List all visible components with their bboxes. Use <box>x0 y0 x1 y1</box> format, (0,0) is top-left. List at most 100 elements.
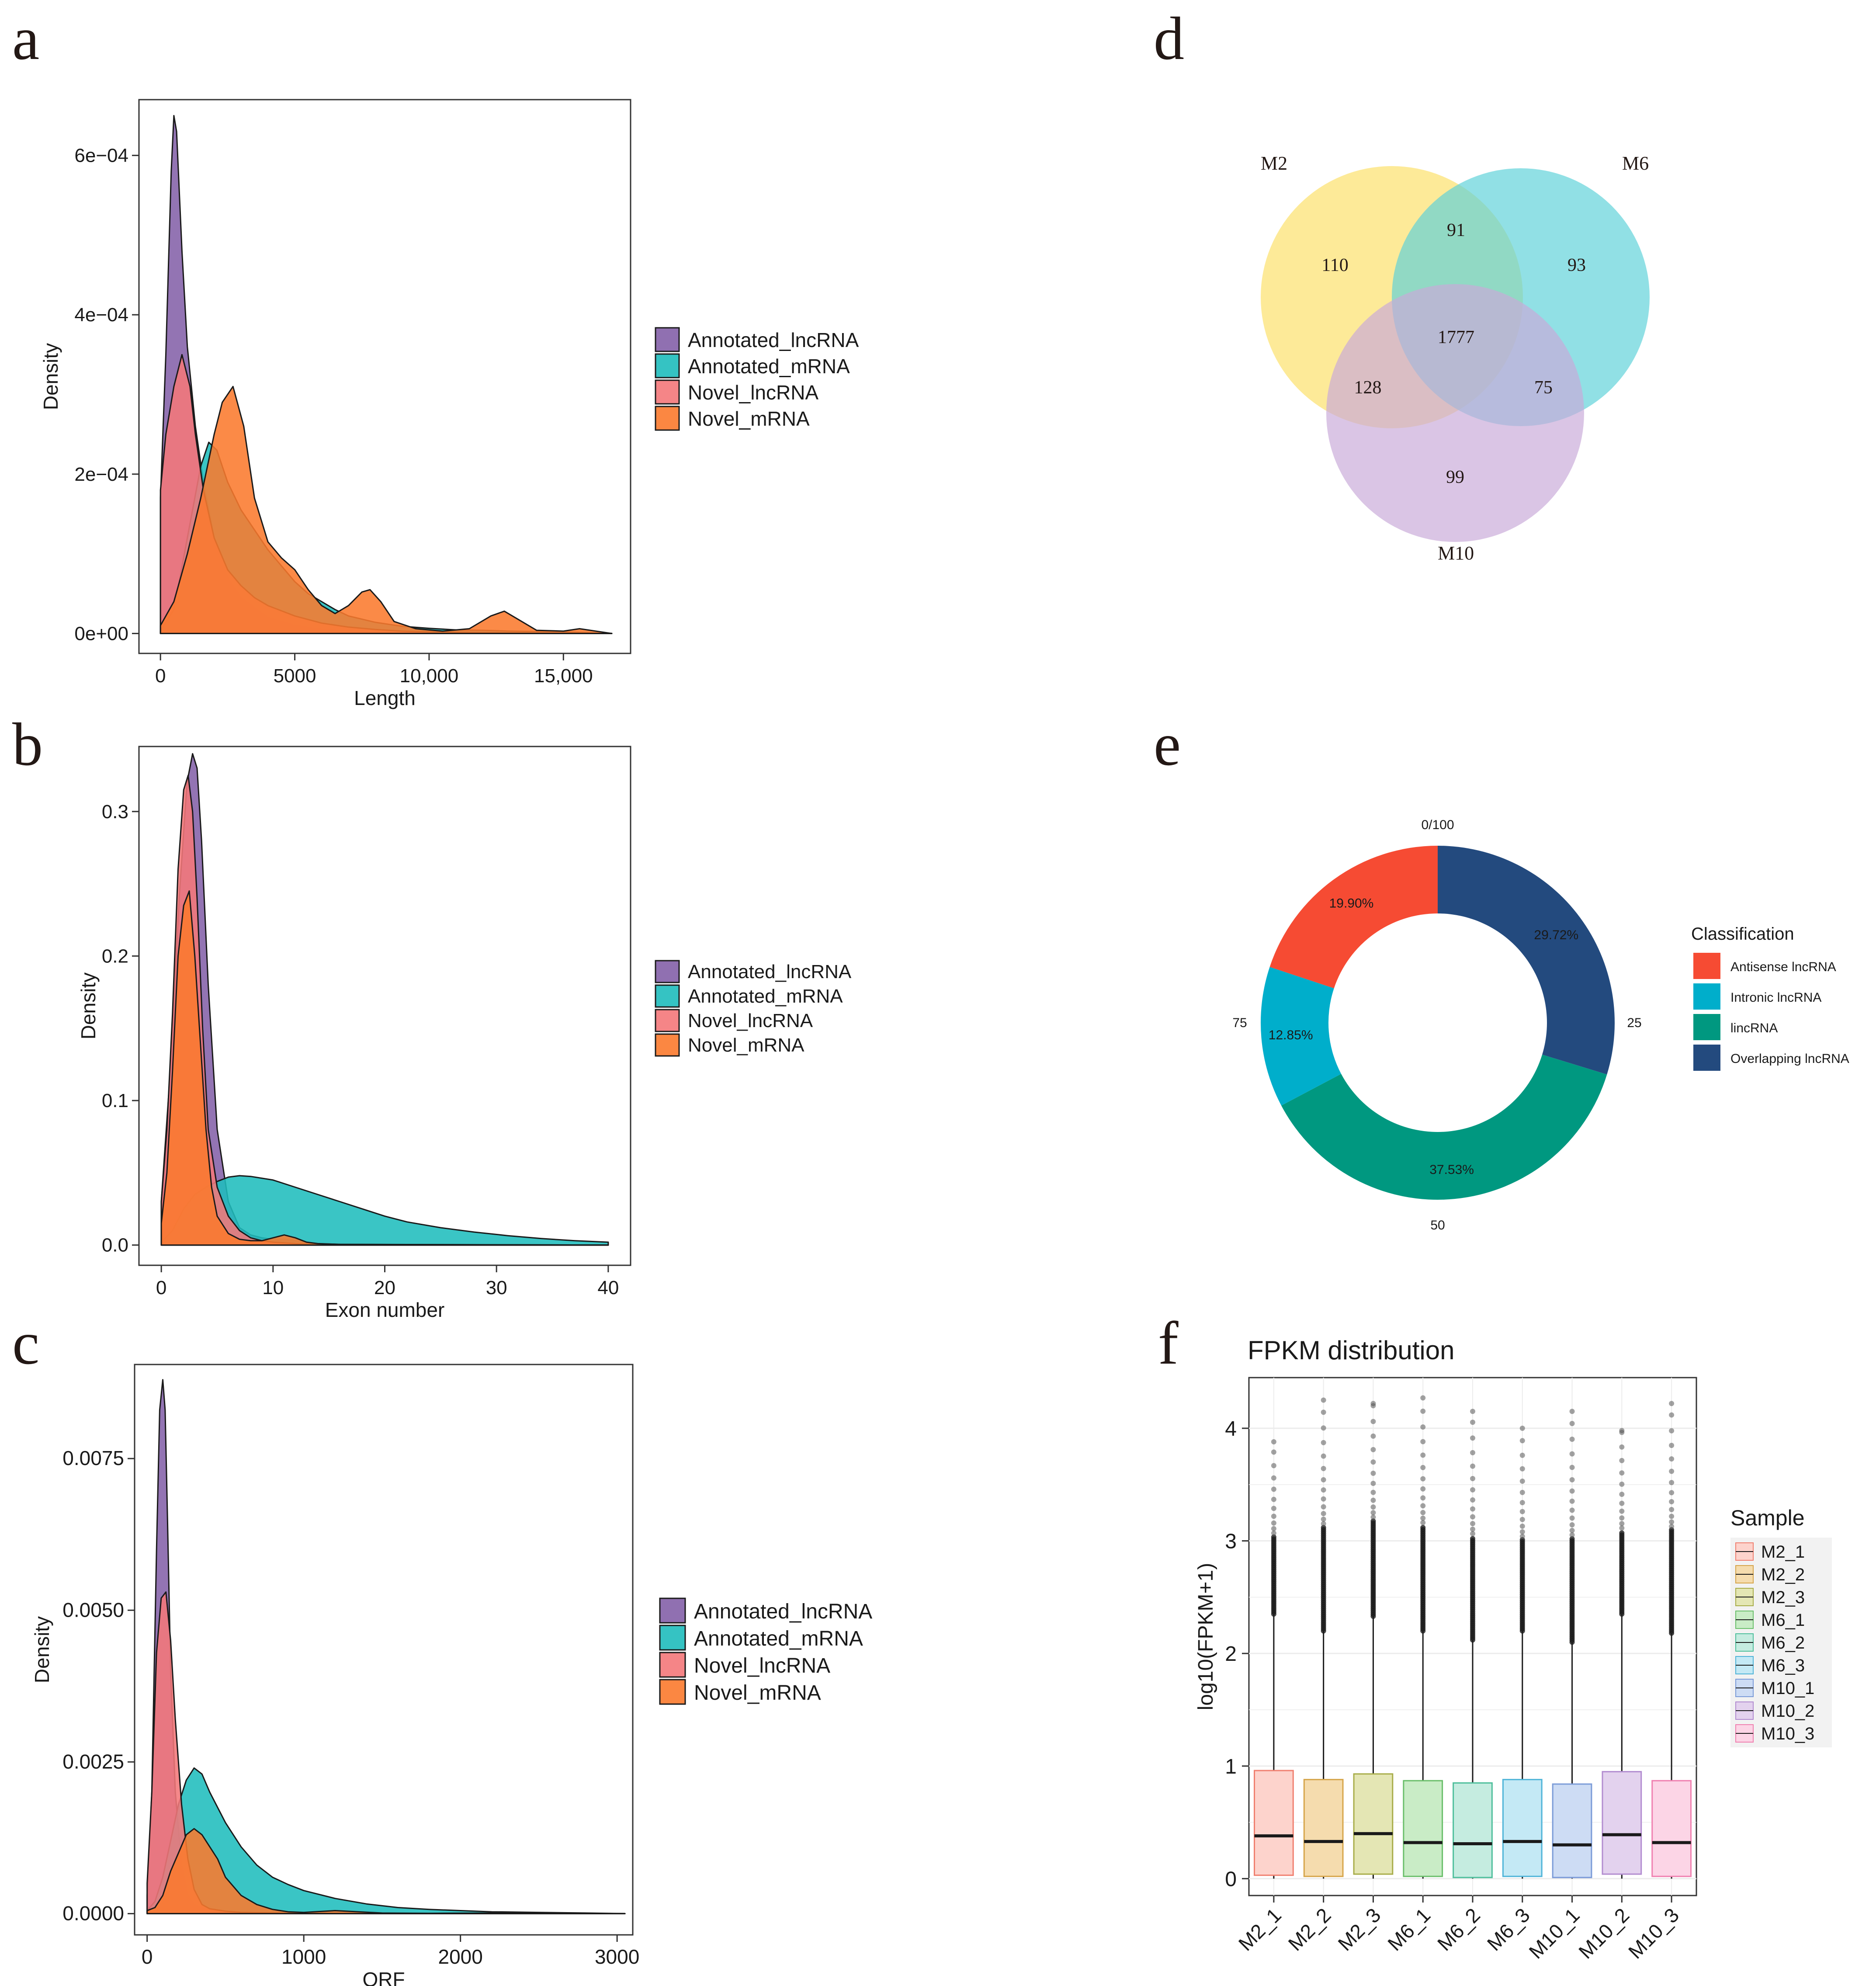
outlier-point <box>1470 1476 1475 1481</box>
legend-title: Classification <box>1691 924 1794 944</box>
venn-circle-m10 <box>1326 284 1584 542</box>
outlier-point <box>1619 1515 1625 1521</box>
outlier-point <box>1569 1465 1575 1470</box>
donut-chart-classification: 29.72% 37.53% 12.85% 19.90% 0/100 25 50 75 Class… <box>1232 818 1849 1233</box>
x-tick-label: 10 <box>262 1277 284 1299</box>
outlier-point <box>1519 1529 1525 1535</box>
outlier-point <box>1271 1530 1276 1536</box>
outlier-point <box>1321 1504 1326 1510</box>
y-tick-label: 0.0 <box>102 1235 128 1256</box>
legend-label-m6-3: M6_3 <box>1761 1656 1805 1675</box>
y-tick-label: 2 <box>1225 1642 1237 1666</box>
x-tick-label: 3000 <box>595 1945 639 1968</box>
y-tick-label: 0.0075 <box>62 1447 124 1469</box>
outlier-point <box>1569 1420 1575 1426</box>
outlier-point <box>1370 1518 1376 1524</box>
box-m2-3 <box>1353 1401 1394 1879</box>
legend-label-m6-1: M6_1 <box>1761 1611 1805 1630</box>
y-tick-label: 1 <box>1225 1755 1237 1778</box>
outlier-point <box>1669 1428 1675 1434</box>
outlier-point <box>1370 1497 1376 1503</box>
x-tick-label: 0 <box>156 1277 166 1299</box>
outlier-point <box>1321 1511 1326 1517</box>
outlier-point <box>1619 1428 1625 1434</box>
ring-label-top: 0/100 <box>1421 818 1454 832</box>
y-tick-label: 0.1 <box>102 1090 128 1111</box>
outlier-point <box>1619 1458 1625 1463</box>
legend-swatch-antisense-lncrna <box>1693 953 1720 979</box>
outlier-point <box>1271 1506 1276 1511</box>
outlier-point <box>1669 1456 1675 1462</box>
outlier-point <box>1569 1437 1575 1442</box>
outlier-point <box>1519 1425 1525 1431</box>
y-tick-label: 4 <box>1225 1417 1237 1441</box>
outlier-point <box>1470 1514 1475 1520</box>
outlier-point <box>1569 1532 1575 1538</box>
x-tick-label: 1000 <box>281 1945 326 1968</box>
outlier-point <box>1321 1410 1326 1415</box>
outlier-point <box>1420 1395 1426 1401</box>
outlier-point <box>1470 1409 1475 1414</box>
outlier-point <box>1420 1439 1426 1444</box>
x-tick-label: 30 <box>486 1277 507 1299</box>
legend-swatch-novel-lncrna <box>655 379 680 405</box>
x-tick-label: 40 <box>597 1277 619 1299</box>
outlier-point <box>1519 1509 1525 1514</box>
legend-label-m6-2: M6_2 <box>1761 1633 1805 1653</box>
legend-swatch-novel-mrna <box>655 1033 680 1057</box>
outlier-point <box>1321 1521 1326 1527</box>
y-tick-label: 0.0000 <box>62 1902 124 1924</box>
outlier-point <box>1470 1487 1475 1493</box>
legend-title: Sample <box>1730 1506 1805 1530</box>
legend-label-novel-mrna: Novel_mRNA <box>688 1035 804 1056</box>
outlier-point <box>1619 1530 1625 1536</box>
outlier-point <box>1669 1519 1675 1525</box>
y-axis-label: Density <box>77 972 100 1039</box>
legend-label-antisense-lncrna: Antisense lncRNA <box>1730 960 1836 974</box>
legend-swatch-novel-mrna <box>659 1679 686 1705</box>
y-tick-label: 0.2 <box>102 945 128 967</box>
panel-letter-d: d <box>1154 5 1184 73</box>
y-tick-label: 0.0050 <box>62 1598 124 1621</box>
outlier-point <box>1420 1525 1426 1531</box>
x-tick-label: 5000 <box>274 665 316 687</box>
outlier-point <box>1420 1465 1426 1470</box>
density-area-novel-mrna <box>160 385 613 634</box>
outlier-point <box>1470 1435 1475 1441</box>
outlier-point <box>1669 1524 1675 1529</box>
outlier-point <box>1420 1520 1426 1525</box>
box-body <box>1403 1780 1443 1877</box>
outlier-point <box>1271 1439 1276 1444</box>
legend-label-annotated-mrna: Annotated_mRNA <box>688 986 843 1007</box>
y-axis-label: Density <box>39 343 62 410</box>
y-tick-label: 0 <box>1225 1868 1237 1891</box>
y-tick-label: 0.0025 <box>62 1750 124 1773</box>
outlier-point <box>1519 1452 1525 1458</box>
legend-swatch-overlapping-lncrna <box>1693 1045 1720 1071</box>
outlier-point <box>1420 1424 1426 1430</box>
venn-count-m2-m10: 128 <box>1354 378 1382 398</box>
outlier-point <box>1271 1520 1276 1526</box>
legend-label-annotated-mrna: Annotated_mRNA <box>694 1627 863 1650</box>
outlier-point <box>1321 1516 1326 1522</box>
outlier-point <box>1470 1420 1475 1425</box>
outlier-point <box>1569 1409 1575 1414</box>
x-tick-label: 20 <box>374 1277 395 1299</box>
outlier-point <box>1569 1515 1575 1521</box>
box-m6-2 <box>1453 1409 1493 1879</box>
legend-swatch-intronic-lncrna <box>1693 983 1720 1010</box>
x-tick-label: 0 <box>142 1945 153 1968</box>
legend-label-novel-mrna: Novel_mRNA <box>688 407 810 430</box>
outlier-point <box>1669 1480 1675 1486</box>
legend-label-novel-mrna: Novel_mRNA <box>694 1681 821 1705</box>
x-tick-label: 10,000 <box>400 665 459 687</box>
x-axis-label: ORF <box>362 1968 405 1986</box>
outlier-point <box>1321 1466 1326 1472</box>
donut-slice-percent: 19.90% <box>1329 896 1374 910</box>
outlier-point <box>1420 1476 1426 1482</box>
density-chart-orf: 0 1000 2000 3000 0.0000 0.0025 0.0050 0.0075 ORF… <box>31 1364 872 1986</box>
legend-label-m2-3: M2_3 <box>1761 1588 1805 1607</box>
outlier-point <box>1470 1506 1475 1512</box>
outlier-point <box>1321 1453 1326 1459</box>
